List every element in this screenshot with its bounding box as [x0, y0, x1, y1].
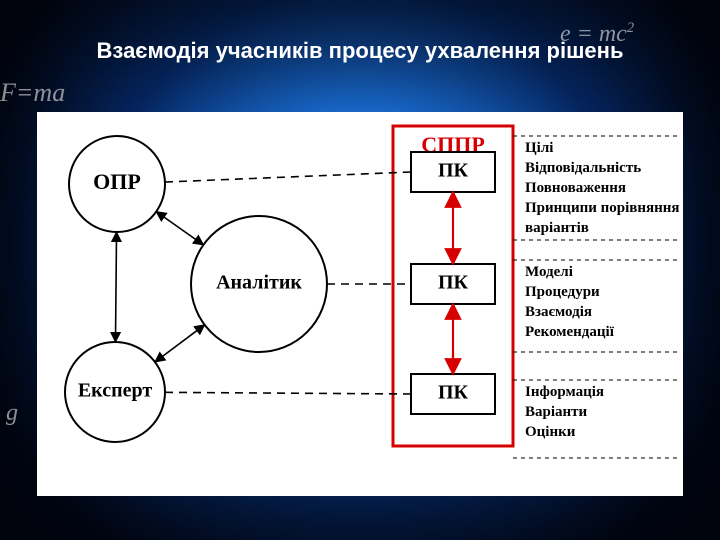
diagram-panel: ОПРАналітикЕкспертСППРПКПКПКЦіліВідповід…	[37, 112, 683, 496]
edge-analyst-expert	[155, 325, 205, 362]
side-item-1-1: Процедури	[525, 284, 600, 300]
slide-stage: e = mc2 F=ma g Взаємодія учасників проце…	[0, 0, 720, 540]
pk2-label: ПК	[438, 272, 469, 294]
side-item-0-3: Принципи порівняння	[525, 200, 680, 216]
side-item-2-0: Інформація	[525, 384, 604, 400]
node-label-analyst: Аналітик	[216, 272, 302, 294]
dash-opr-pk1	[165, 172, 411, 182]
diagram-svg: ОПРАналітикЕкспертСППРПКПКПКЦіліВідповід…	[37, 112, 683, 496]
node-label-opr: ОПР	[93, 169, 141, 194]
side-item-2-2: Оцінки	[525, 424, 576, 440]
edge-opr-expert	[115, 232, 116, 342]
side-item-0-0: Цілі	[525, 140, 553, 156]
side-item-1-3: Рекомендації	[525, 324, 615, 340]
side-item-1-2: Взаємодія	[525, 304, 592, 320]
side-item-0-4: варіантів	[525, 220, 589, 236]
slide-title: Взаємодія учасників процесу ухвалення рі…	[0, 38, 720, 64]
pk3-label: ПК	[438, 382, 469, 404]
edge-opr-analyst	[156, 212, 203, 245]
node-label-expert: Експерт	[78, 380, 153, 402]
side-item-0-2: Повноваження	[525, 180, 626, 196]
side-item-1-0: Моделі	[525, 264, 573, 280]
pk1-label: ПК	[438, 160, 469, 182]
side-item-0-1: Відповідальність	[525, 160, 641, 176]
dash-expert-pk3	[165, 392, 411, 394]
side-item-2-1: Варіанти	[525, 404, 588, 420]
